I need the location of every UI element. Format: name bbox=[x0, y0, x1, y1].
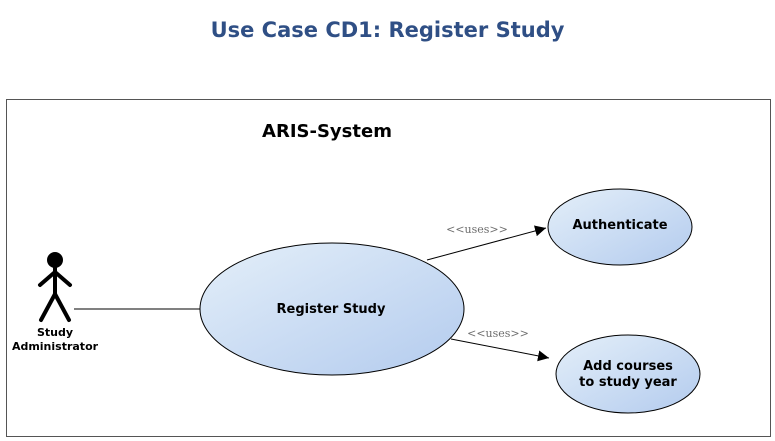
stick-figure-icon bbox=[38, 252, 72, 322]
uses-label-authenticate: <<uses>> bbox=[446, 223, 508, 236]
uses-arrow-add-courses bbox=[450, 338, 550, 362]
use-case-register-study-label: Register Study bbox=[277, 302, 386, 317]
use-case-register-study[interactable]: Register Study bbox=[199, 242, 465, 376]
use-case-authenticate[interactable]: Authenticate bbox=[547, 188, 693, 266]
uses-arrow-authenticate bbox=[426, 225, 547, 261]
actor-study-administrator[interactable]: Study Administrator bbox=[12, 252, 99, 353]
actor-label-line1: Study bbox=[37, 326, 73, 339]
use-case-add-courses[interactable]: Add courses to study year bbox=[555, 334, 701, 414]
actor-label-line2: Administrator bbox=[12, 340, 99, 353]
use-case-add-courses-label-line1: Add courses bbox=[583, 359, 673, 374]
uses-label-add-courses: <<uses>> bbox=[467, 327, 529, 340]
page-title: Use Case CD1: Register Study bbox=[210, 18, 565, 42]
use-case-authenticate-label: Authenticate bbox=[572, 218, 667, 233]
use-case-add-courses-label-line2: to study year bbox=[579, 375, 677, 390]
system-name: ARIS-System bbox=[262, 121, 392, 142]
